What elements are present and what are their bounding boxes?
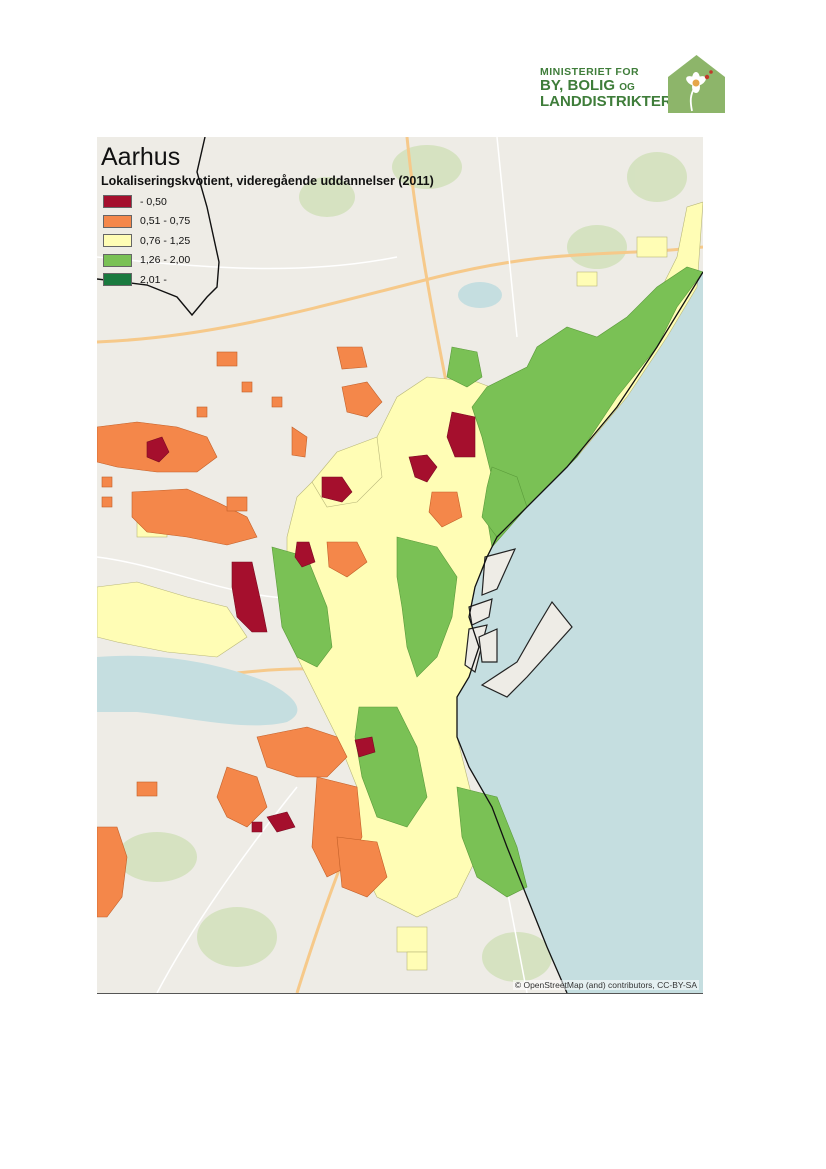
harbour-piers	[464, 548, 573, 698]
legend-item: 0,76 - 1,25	[103, 231, 190, 251]
map-canvas	[97, 137, 703, 993]
map-legend: - 0,50 0,51 - 0,75 0,76 - 1,25 1,26 - 2,…	[103, 192, 190, 290]
map-subtitle: Lokaliseringskvotient, videregående udda…	[101, 174, 434, 188]
logo-line-1: MINISTERIET FOR	[540, 66, 640, 78]
legend-label: 1,26 - 2,00	[140, 254, 191, 267]
legend-swatch	[103, 195, 132, 209]
zones-below-0-50	[146, 411, 476, 833]
legend-swatch	[103, 253, 132, 267]
legend-label: 0,51 - 0,75	[140, 215, 191, 228]
map-title: Aarhus	[101, 143, 181, 171]
logo-line-3: LANDDISTRIKTER	[540, 92, 672, 110]
logo-line-2-small: OG	[619, 82, 635, 94]
logo-line-2-main: BY, BOLIG	[540, 77, 616, 95]
legend-item: - 0,50	[103, 192, 190, 212]
map-attribution: © OpenStreetMap (and) contributors, CC-B…	[512, 980, 699, 990]
legend-label: 0,76 - 1,25	[140, 234, 191, 247]
municipality-border	[97, 137, 220, 317]
legend-swatch	[103, 234, 132, 248]
house-flower-icon	[668, 55, 725, 113]
lake-north	[458, 282, 502, 308]
choropleth-map: Aarhus Lokaliseringskvotient, videregåen…	[97, 137, 703, 994]
sea-aarhus-bay	[457, 272, 703, 993]
legend-label: - 0,50	[140, 195, 167, 208]
minor-roads-layer	[97, 137, 528, 993]
logo-line-2: BY, BOLIG OG	[540, 78, 672, 94]
coastline	[456, 271, 703, 993]
zones-1-26-2-00	[271, 266, 703, 898]
lake-brabrand	[97, 655, 298, 726]
legend-swatch	[103, 273, 132, 287]
legend-swatch	[103, 214, 132, 228]
logo-text: MINISTERIET FOR BY, BOLIG OG LANDDISTRIK…	[540, 66, 672, 110]
legend-item: 2,01 -	[103, 270, 190, 290]
legend-item: 0,51 - 0,75	[103, 212, 190, 232]
ministry-logo: MINISTERIET FOR BY, BOLIG OG LANDDISTRIK…	[540, 55, 730, 117]
legend-item: 1,26 - 2,00	[103, 251, 190, 271]
zones-0-51-0-75	[97, 346, 463, 918]
legend-label: 2,01 -	[140, 273, 167, 286]
